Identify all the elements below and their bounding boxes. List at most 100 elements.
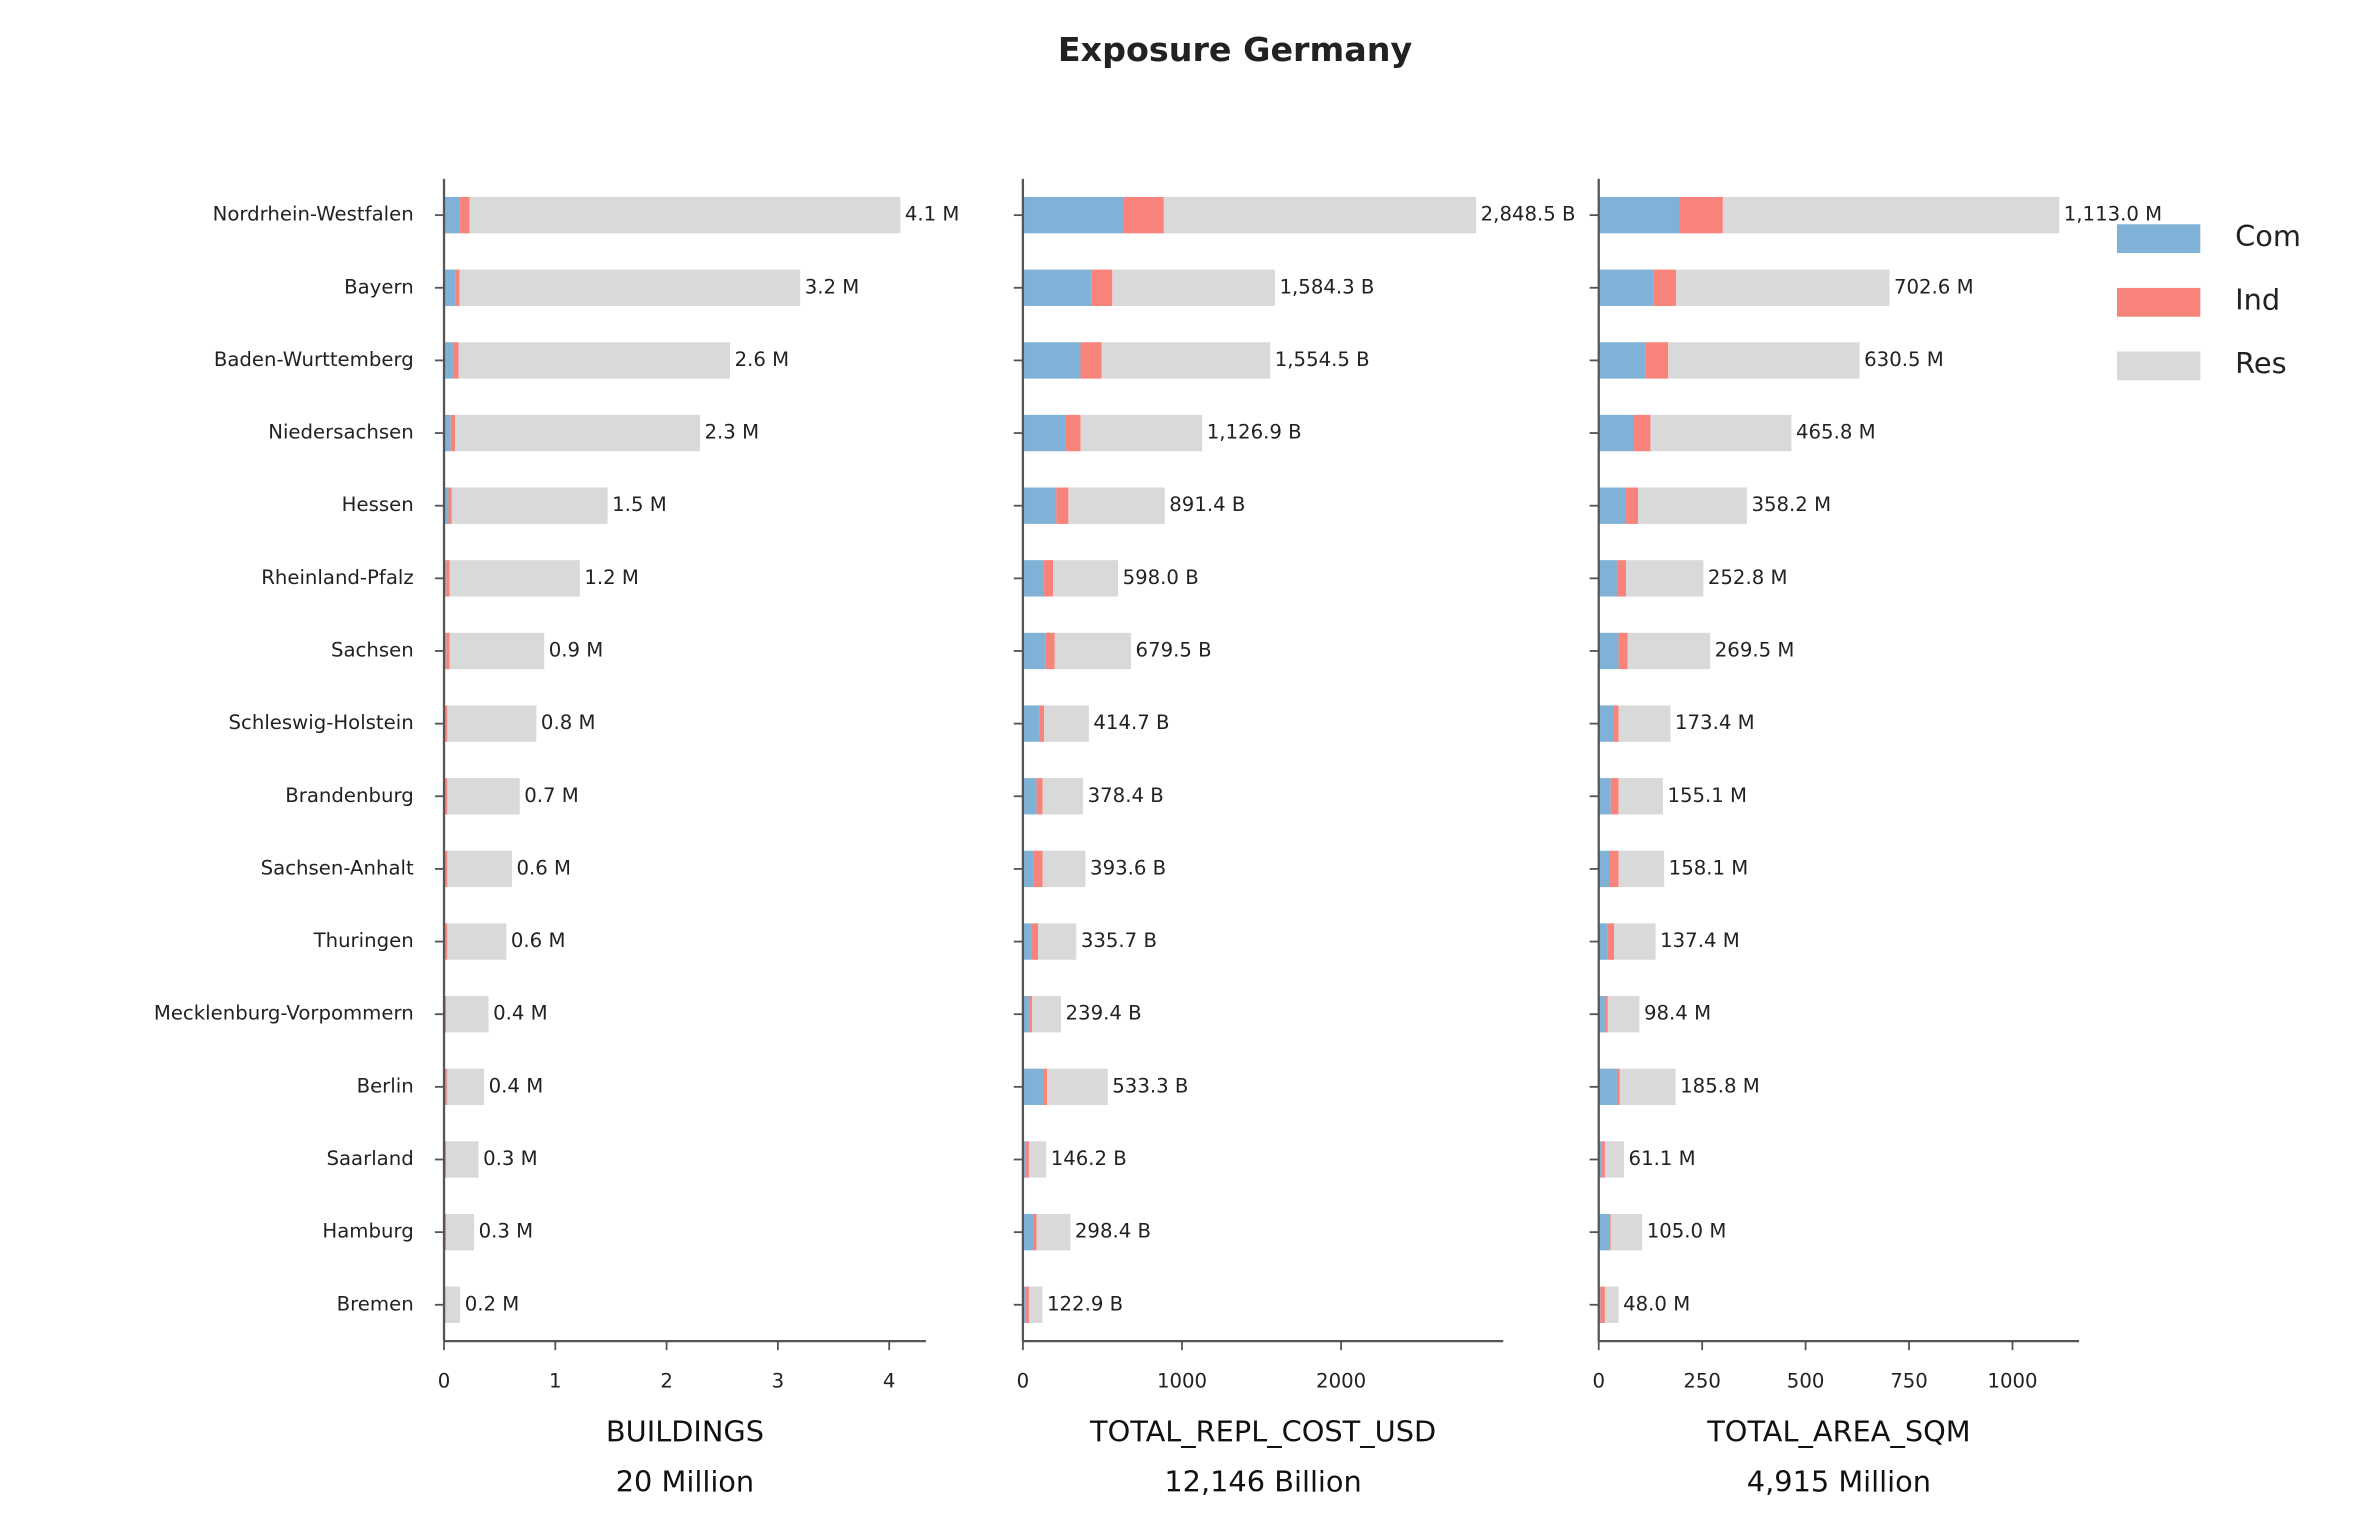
bar-segment: [455, 414, 700, 452]
value-label: 105.0 M: [1647, 1220, 1727, 1243]
value-label: 61.1 M: [1629, 1147, 1696, 1170]
bar-segment: [447, 923, 507, 960]
x-axis-label: TOTAL_AREA_SQM: [1706, 1415, 1970, 1449]
bar-segment: [1610, 1213, 1643, 1251]
bar-segment: [1044, 1068, 1048, 1106]
bar-segment: [1028, 996, 1032, 1033]
bar-segment: [1598, 560, 1617, 597]
bar-segment: [1598, 996, 1605, 1033]
value-label: 298.4 B: [1075, 1220, 1151, 1243]
bar-segment: [1618, 632, 1628, 670]
bar-segment: [1031, 996, 1061, 1033]
bar-segment: [445, 705, 448, 742]
value-label: 891.4 B: [1169, 493, 1245, 516]
bar-segment: [1056, 487, 1069, 524]
bar-segment: [1044, 705, 1089, 742]
bar-segment: [445, 1141, 447, 1178]
bar-segment: [1638, 487, 1747, 524]
value-label: 48.0 M: [1623, 1292, 1690, 1315]
bar-segment: [1609, 850, 1619, 888]
bar-segment: [1614, 705, 1619, 742]
bar-segment: [1045, 632, 1055, 670]
bar-segment: [452, 342, 459, 379]
bar-segment: [1598, 923, 1608, 960]
value-label: 378.4 B: [1088, 784, 1164, 807]
bar-segment: [1600, 1286, 1605, 1323]
legend-swatch: [2116, 351, 2201, 381]
bar-segment: [1022, 269, 1092, 306]
y-tick-label: Hessen: [342, 493, 414, 516]
bar-segment: [1722, 196, 2060, 234]
bar-segment: [1668, 342, 1860, 379]
bar-segment: [1678, 196, 1723, 234]
bar-segment: [1598, 1068, 1617, 1106]
x-axis-label: BUILDINGS: [606, 1415, 764, 1449]
bar-segment: [444, 342, 453, 379]
bar-segment: [447, 778, 520, 815]
bar-segment: [445, 923, 448, 960]
y-tick-label: Bayern: [344, 275, 414, 298]
bar-segment: [1607, 923, 1615, 960]
value-label: 630.5 M: [1864, 348, 1944, 371]
bar-segment: [1065, 414, 1081, 452]
bar-segment: [1598, 632, 1619, 670]
bar-segment: [1022, 778, 1037, 815]
y-tick-label: Berlin: [357, 1074, 414, 1097]
bar-segment: [1604, 996, 1608, 1033]
value-label: 0.3 M: [483, 1147, 538, 1170]
bar-segment: [1616, 560, 1627, 597]
bar-segment: [1047, 1068, 1108, 1106]
y-tick-label: Hamburg: [322, 1220, 413, 1243]
bar-segment: [446, 560, 450, 597]
x-axis-total: 20 Million: [616, 1465, 754, 1499]
legend-swatch: [2116, 224, 2201, 254]
x-tick-label: 4: [883, 1370, 896, 1393]
x-tick-label: 1: [549, 1370, 562, 1393]
value-label: 0.3 M: [479, 1220, 534, 1243]
bar-segment: [1025, 1141, 1029, 1178]
bar-segment: [1022, 196, 1123, 234]
bar-segment: [1122, 196, 1164, 234]
bar-segment: [1022, 1141, 1026, 1178]
value-label: 679.5 B: [1136, 638, 1212, 661]
value-label: 1,584.3 B: [1280, 275, 1375, 298]
x-tick-label: 0: [1017, 1370, 1030, 1393]
value-label: 393.6 B: [1090, 856, 1166, 879]
bar-segment: [1598, 1141, 1602, 1178]
bar-segment: [1031, 923, 1039, 960]
bar-segment: [1598, 342, 1646, 379]
bar-segment: [444, 487, 449, 524]
value-label: 414.7 B: [1093, 711, 1169, 734]
bar-segment: [459, 196, 470, 234]
bar-segment: [447, 1068, 485, 1106]
legend-swatch: [2116, 287, 2201, 317]
bar-segment: [1044, 560, 1054, 597]
x-tick-label: 750: [1890, 1370, 1928, 1393]
bar-segment: [1036, 778, 1043, 815]
bar-segment: [446, 1141, 479, 1178]
bar-segment: [444, 414, 451, 452]
bar-segment: [445, 996, 447, 1033]
bar-segment: [450, 414, 456, 452]
value-label: 0.4 M: [489, 1074, 544, 1097]
y-tick-label: Baden-Wurttemberg: [214, 348, 414, 371]
value-label: 155.1 M: [1667, 784, 1747, 807]
bar-segment: [458, 342, 731, 379]
value-label: 358.2 M: [1751, 493, 1831, 516]
x-axis-total: 12,146 Billion: [1164, 1465, 1361, 1499]
value-label: 2.3 M: [705, 421, 760, 444]
bar-segment: [1604, 1141, 1625, 1178]
bar-segment: [449, 632, 545, 670]
value-label: 1,554.5 B: [1275, 348, 1370, 371]
y-tick-label: Schleswig-Holstein: [229, 711, 414, 734]
bar-segment: [1033, 1213, 1037, 1251]
bar-segment: [1598, 196, 1679, 234]
bar-segment: [1653, 269, 1677, 306]
bar-segment: [1022, 487, 1057, 524]
bar-segment: [1022, 923, 1032, 960]
value-label: 1,113.0 M: [2064, 203, 2162, 226]
bar-segment: [444, 269, 456, 306]
bar-segment: [447, 705, 537, 742]
